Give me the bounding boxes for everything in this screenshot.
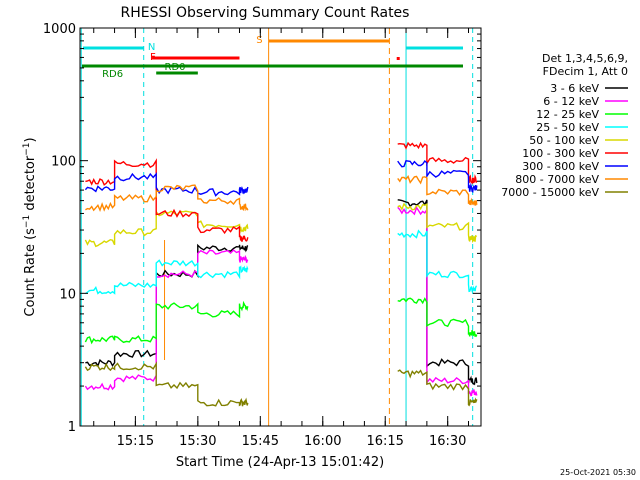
legend-entry-label: 50 - 100 keV	[529, 134, 599, 147]
flare-flag-label: F	[150, 52, 156, 63]
axes: 1 10 100 1000 15:15 15:30 15:45 16:00 16:15 16:30	[43, 22, 481, 449]
flag-bands: NF S RD0 RD6	[80, 28, 474, 426]
series-line-8	[397, 175, 478, 207]
footer-timestamp: 25-Oct-2021 05:30	[560, 468, 636, 477]
series-line-7	[84, 172, 249, 197]
legend-entry-label: 6 - 12 keV	[543, 95, 599, 108]
legend-entry-label: 25 - 50 keV	[536, 121, 599, 134]
x-tick-label: 15:15	[117, 434, 154, 449]
legend-header-line: FDecim 1, Att 0	[543, 65, 628, 78]
legend-entry-label: 7000 - 15000 keV	[501, 186, 599, 199]
series-line-5	[84, 209, 249, 248]
rd6-flag-label: RD6	[102, 69, 123, 80]
series-line-3	[84, 300, 249, 345]
legend-entry-label: 100 - 300 keV	[522, 147, 599, 160]
x-tick-label: 15:45	[242, 434, 279, 449]
x-tick-label: 16:00	[304, 434, 341, 449]
series-line-9	[84, 361, 249, 407]
series-line-8	[85, 184, 249, 213]
series-line-4	[397, 229, 477, 293]
y-axis-label: Count Rate (s−1 detector−1)	[22, 137, 38, 316]
series-line-6	[85, 158, 249, 242]
saa-flag-label: S	[256, 35, 262, 46]
series-line-5	[397, 202, 477, 243]
plot-frame	[79, 27, 482, 427]
series-line-4	[84, 259, 249, 295]
series-line-7	[397, 159, 478, 194]
x-axis-label: Start Time (24-Apr-13 15:01:42)	[176, 455, 384, 470]
series-line-9	[397, 369, 478, 407]
x-tick-label: 16:15	[366, 434, 403, 449]
legend-header-line: Det 1,3,4,5,6,9,	[542, 52, 628, 65]
flare-flag-dot	[396, 57, 400, 60]
series-line-2	[84, 249, 249, 391]
rd0-flag-label: RD0	[165, 62, 186, 73]
x-tick-label: 15:30	[179, 434, 216, 449]
y-tick-label: 1	[68, 420, 76, 435]
x-tick-label: 16:30	[429, 434, 466, 449]
series-line-6	[397, 141, 478, 185]
y-tick-label: 10	[59, 287, 76, 302]
night-flag-label: N	[148, 42, 155, 53]
legend-entry-label: 12 - 25 keV	[536, 108, 599, 121]
legend-entry-label: 300 - 800 keV	[522, 160, 599, 173]
chart-title: RHESSI Observing Summary Count Rates	[121, 5, 410, 21]
series-line-2	[397, 206, 478, 397]
series-line-3	[397, 297, 478, 338]
data-series	[84, 141, 478, 407]
legend: Det 1,3,4,5,6,9,FDecim 1, Att 0 3 - 6 keV…	[501, 52, 628, 199]
series-line-1	[397, 199, 478, 386]
y-tick-label: 1000	[43, 22, 76, 37]
legend-entry-label: 3 - 6 keV	[550, 82, 599, 95]
legend-entry-label: 800 - 7000 keV	[515, 173, 599, 186]
y-tick-label: 100	[51, 155, 76, 170]
